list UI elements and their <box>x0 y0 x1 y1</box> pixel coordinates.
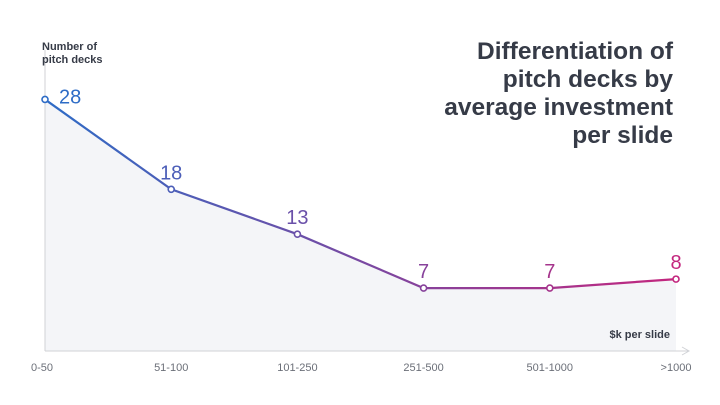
x-tick-label: 501-1000 <box>527 362 574 374</box>
line <box>44 98 677 290</box>
data-label: 18 <box>160 162 182 184</box>
point <box>167 185 175 194</box>
data-label: 7 <box>544 261 555 283</box>
data-label: 28 <box>59 86 81 108</box>
x-tick-label: 51-100 <box>154 362 188 374</box>
x-tick-label: 101-250 <box>277 362 317 374</box>
y-axis-label: Number of pitch decks <box>42 41 103 66</box>
point <box>672 275 680 283</box>
point <box>419 284 428 292</box>
x-axis-arrow <box>681 346 691 356</box>
chart-title: Differentiation of pitch decks by averag… <box>444 38 673 149</box>
data-label: 8 <box>670 252 681 274</box>
point <box>545 284 554 292</box>
point <box>293 230 302 238</box>
x-tick-label: 251-500 <box>403 362 443 374</box>
x-tick-label: 0-50 <box>31 362 53 374</box>
x-axis-label: $k per slide <box>609 329 670 341</box>
data-label: 7 <box>418 261 429 283</box>
point <box>41 95 49 104</box>
x-tick-label: >1000 <box>661 362 692 374</box>
data-label: 13 <box>286 207 308 229</box>
